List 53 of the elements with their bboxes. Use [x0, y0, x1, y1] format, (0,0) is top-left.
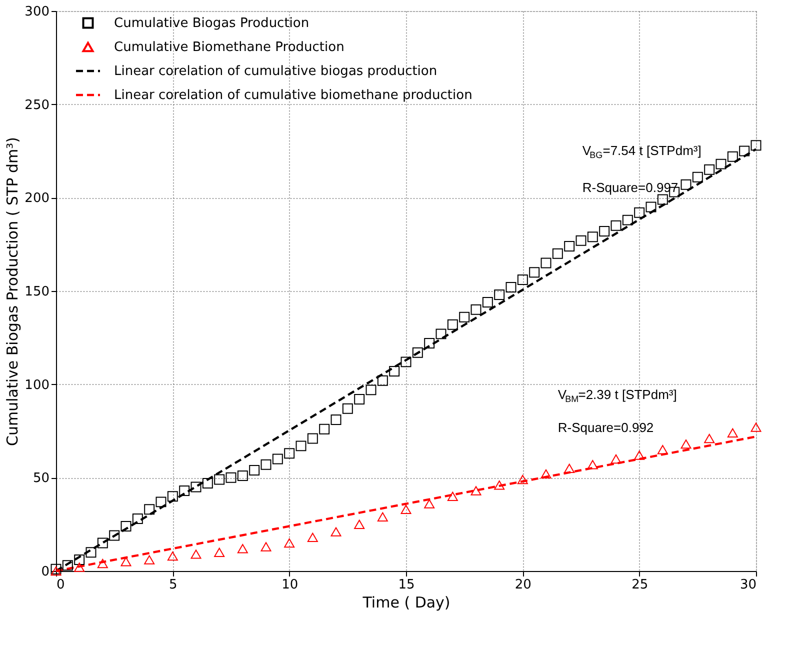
point: [190, 550, 202, 559]
point: [447, 492, 458, 501]
point: [120, 557, 132, 566]
y-tick-label: 300: [24, 4, 50, 20]
point: [144, 555, 155, 564]
point: [657, 445, 668, 454]
legend-label: Cumulative Biogas Production: [114, 16, 310, 31]
annotation: R-Square=0.992: [558, 420, 654, 436]
point: [424, 499, 435, 508]
y-tick-label: 50: [32, 471, 50, 486]
point: [750, 422, 762, 432]
x-tick-label: 10: [282, 578, 298, 592]
point: [330, 527, 342, 536]
y-tick-label: 100: [24, 378, 50, 393]
point: [400, 504, 412, 514]
point: [540, 469, 552, 479]
y-tick-label: 150: [24, 284, 50, 300]
point: [587, 460, 598, 470]
point: [307, 532, 318, 542]
y-tick-label: 0: [41, 564, 50, 580]
point: [517, 474, 528, 484]
x-tick-label: 25: [632, 578, 648, 592]
x-tick-label: 15: [398, 578, 415, 592]
x-tick-label: 30: [740, 578, 756, 592]
point: [494, 480, 505, 490]
point: [237, 544, 248, 554]
y-tick-label: 250: [24, 98, 50, 113]
point: [354, 520, 365, 529]
point: [97, 558, 108, 568]
annotation: R-Square=0.997: [582, 180, 678, 195]
point: [680, 439, 692, 449]
x-tick-label: 0: [56, 578, 65, 592]
y-axis-title: Cumulative Biogas Production ( STP dm³): [4, 136, 22, 446]
x-tick-label: 20: [514, 578, 532, 592]
legend-label: Linear corelation of cumulative biogas production: [114, 64, 438, 79]
y-tick-label: 200: [24, 191, 50, 206]
point: [214, 548, 225, 557]
point: [167, 551, 178, 561]
point: [727, 428, 738, 438]
point: [377, 512, 388, 522]
point: [470, 486, 482, 496]
point: [564, 464, 575, 473]
point: [704, 434, 715, 444]
point: [634, 450, 645, 460]
point: [74, 562, 85, 572]
point: [284, 538, 295, 548]
point: [610, 454, 622, 464]
legend-label: Linear corelation of cumulative biomethane production: [114, 88, 472, 103]
x-axis-title: Time ( Day): [362, 594, 450, 612]
point: [50, 566, 62, 576]
point: [260, 542, 272, 552]
legend-label: Cumulative Biomethane Production: [114, 40, 344, 55]
x-tick-label: 5: [169, 578, 178, 592]
